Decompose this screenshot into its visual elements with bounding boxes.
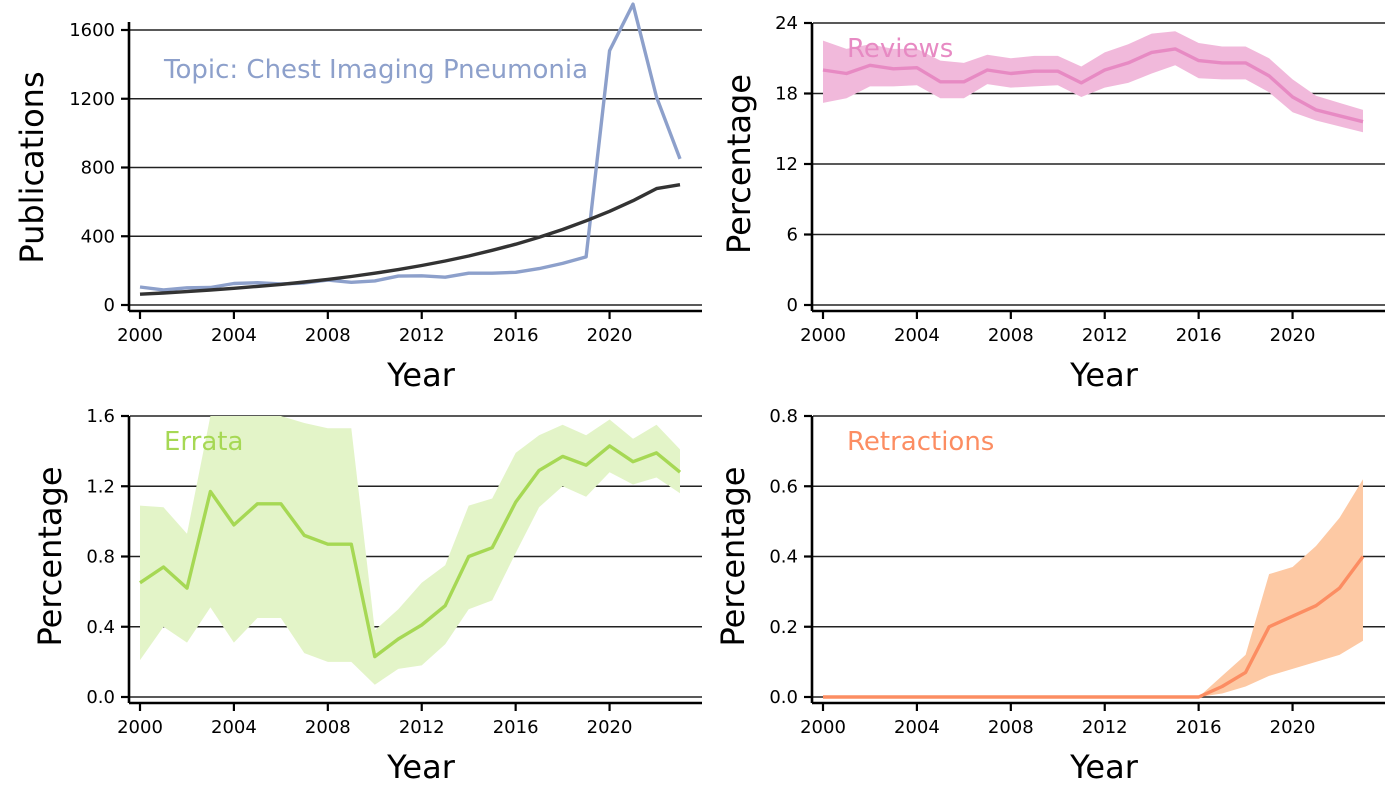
x-tick-label: 2020 — [587, 325, 633, 346]
x-tick-label: 2008 — [988, 717, 1034, 738]
y-tick-label: 0.4 — [769, 547, 798, 568]
x-tick-label: 2016 — [493, 717, 539, 738]
confidence-band — [823, 31, 1363, 133]
x-tick-label: 2012 — [1082, 325, 1128, 346]
y-tick-label: 400 — [81, 226, 115, 247]
x-tick-label: 2012 — [1082, 717, 1128, 738]
x-tick-label: 2016 — [1176, 325, 1222, 346]
chart-panel-1: 0 400 800 1200 1600 2000 2004 2008 2012 2016 2020 Y… — [13, 2, 702, 394]
x-axis-title: Year — [1069, 748, 1139, 786]
x-tick-label: 2000 — [117, 717, 163, 738]
x-tick-label: 2020 — [1270, 717, 1316, 738]
y-tick-label: 24 — [775, 13, 798, 34]
chart-panel-4: 0.0 0.2 0.4 0.6 0.8 2000 2004 2008 2012 2016 2020 Y… — [714, 406, 1385, 786]
x-axis-title: Year — [386, 356, 456, 394]
series-line — [822, 47, 1364, 124]
y-tick-label: 0 — [787, 295, 798, 316]
y-axis-title: Percentage — [31, 466, 69, 646]
x-tick-label: 2000 — [800, 717, 846, 738]
x-tick-label: 2004 — [211, 717, 257, 738]
x-tick-label: 2012 — [399, 325, 445, 346]
y-tick-label: 0.8 — [86, 547, 115, 568]
x-tick-label: 2000 — [800, 325, 846, 346]
y-tick-label: 0.0 — [769, 687, 798, 708]
y-tick-label: 0.2 — [769, 617, 798, 638]
x-tick-label: 2000 — [117, 325, 163, 346]
x-tick-label: 2016 — [493, 325, 539, 346]
y-tick-label: 18 — [775, 84, 798, 105]
x-tick-label: 2004 — [894, 717, 940, 738]
x-tick-label: 2020 — [587, 717, 633, 738]
trend-fit-line — [139, 183, 681, 296]
y-tick-label: 0.4 — [86, 617, 115, 638]
confidence-band — [823, 479, 1363, 697]
x-tick-label: 2008 — [988, 325, 1034, 346]
y-tick-label: 1.6 — [86, 406, 115, 427]
x-tick-label: 2008 — [305, 717, 351, 738]
confidence-band — [140, 416, 680, 685]
y-tick-label: 1.2 — [86, 476, 115, 497]
series-line — [823, 555, 1365, 699]
y-tick-label: 0.0 — [86, 687, 115, 708]
chart-panel-2: 0 6 12 18 24 2000 2004 2008 2012 2016 2020 Year Perc… — [720, 13, 1385, 394]
series-line — [139, 444, 682, 659]
x-tick-label: 2008 — [305, 325, 351, 346]
y-tick-label: 0.8 — [769, 406, 798, 427]
y-tick-label: 12 — [775, 154, 798, 175]
panel-label: Topic: Chest Imaging Pneumonia — [163, 55, 588, 85]
x-tick-label: 2012 — [399, 717, 445, 738]
x-tick-label: 2004 — [894, 325, 940, 346]
panel-label: Retractions — [847, 427, 994, 457]
y-tick-label: 1200 — [69, 89, 115, 110]
y-tick-label: 6 — [787, 225, 798, 246]
series-line — [139, 2, 682, 292]
y-tick-label: 0.6 — [769, 476, 798, 497]
panel-label: Errata — [164, 427, 243, 457]
y-tick-label: 800 — [81, 158, 115, 179]
x-tick-label: 2020 — [1270, 325, 1316, 346]
x-axis-title: Year — [386, 748, 456, 786]
x-tick-label: 2004 — [211, 325, 257, 346]
y-axis-title: Publications — [13, 71, 51, 263]
y-tick-label: 1600 — [69, 20, 115, 41]
x-tick-label: 2016 — [1176, 717, 1222, 738]
y-axis-title: Percentage — [720, 74, 758, 254]
y-axis-title: Percentage — [714, 466, 752, 646]
chart-panel-3: 0.0 0.4 0.8 1.2 1.6 2000 2004 2008 2012 2016 2020 Y… — [31, 406, 702, 786]
x-axis-title: Year — [1069, 356, 1139, 394]
y-tick-label: 0 — [104, 295, 115, 316]
panel-label: Reviews — [847, 34, 953, 64]
